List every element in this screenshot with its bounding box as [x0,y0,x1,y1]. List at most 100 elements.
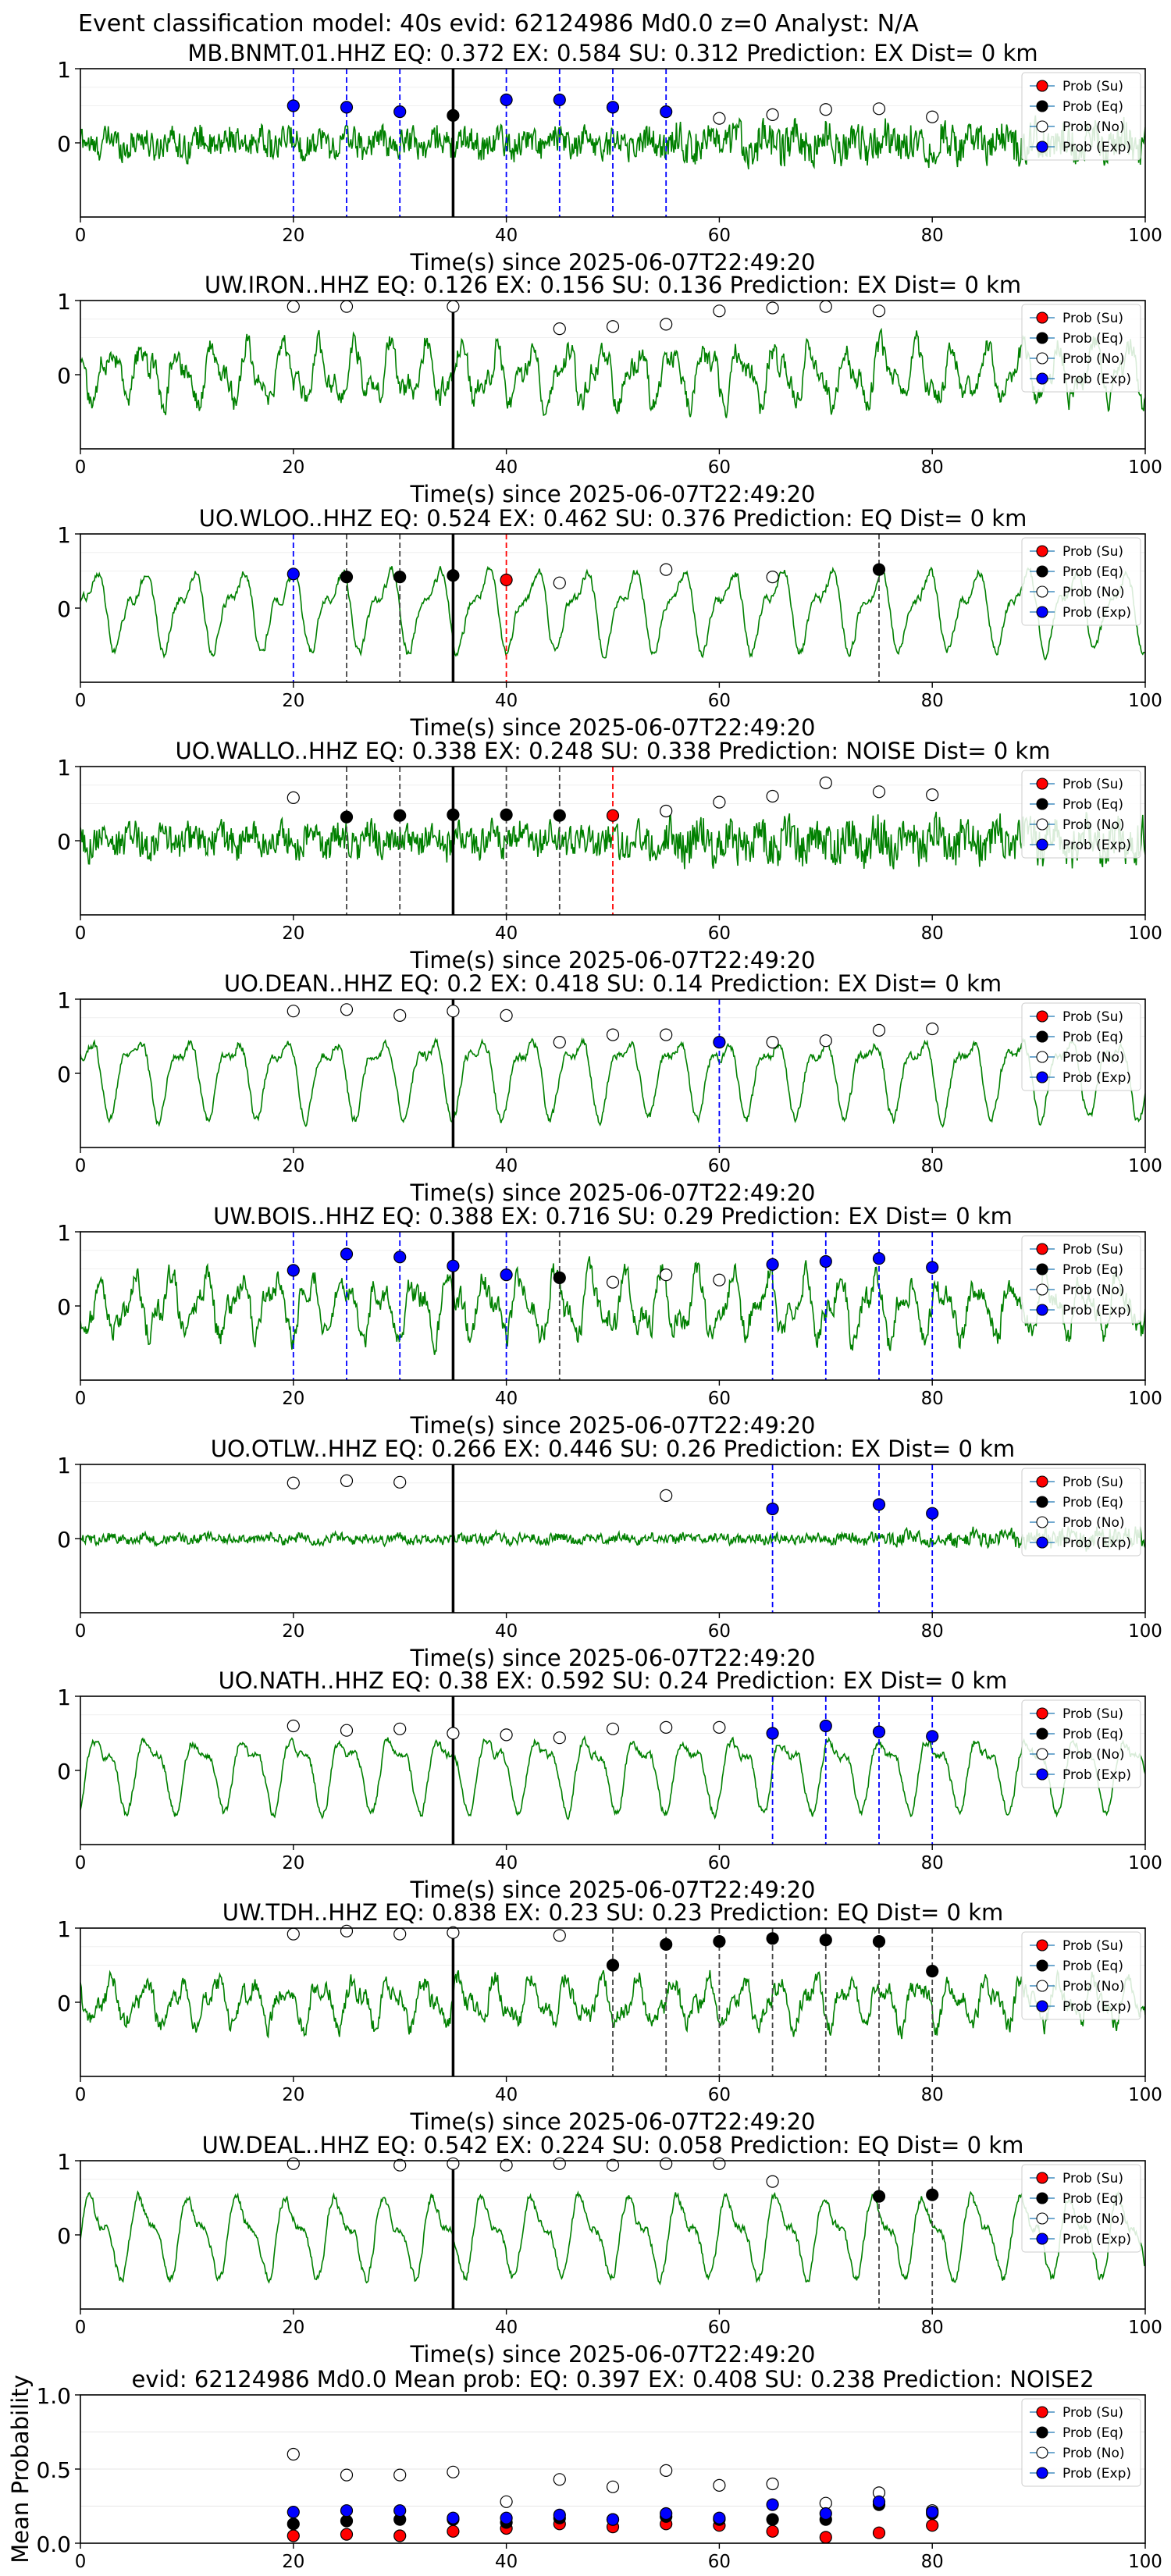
x-tick-label: 60 [708,2552,731,2572]
x-tick-label: 0 [75,2085,87,2105]
prob-point [606,101,620,114]
prob-point [340,1474,354,1488]
legend-label: Prob (Eq) [1062,1495,1123,1510]
prob-point [393,2504,407,2517]
prob-point [606,1276,620,1289]
legend-marker [1036,1263,1048,1276]
prob-point [766,1258,779,1271]
prob-point [553,322,566,336]
x-tick-label: 100 [1128,923,1162,944]
legend-marker [1036,1283,1048,1296]
legend-label: Prob (Exp) [1062,1535,1131,1551]
legend-label: Prob (Exp) [1062,2232,1131,2247]
x-tick-label: 20 [282,1156,304,1176]
prob-point [606,2158,620,2172]
legend-box [1021,2164,1141,2253]
prob-point [872,1935,886,1948]
legend-label: Prob (No) [1062,585,1125,600]
legend-label: Prob (No) [1062,1050,1125,1066]
prob-point [926,2519,939,2532]
prob-point [926,788,939,802]
x-tick-label: 100 [1128,226,1162,246]
y-axis-label: Mean Probability [7,2375,34,2564]
x-tick-label: 20 [282,691,304,711]
prob-point [447,300,460,313]
legend-box [1021,537,1141,626]
legend-marker [1036,1536,1048,1549]
x-tick-label: 0 [75,226,87,246]
legend-marker [1036,1304,1048,1316]
legend-marker [1036,1727,1048,1740]
prob-point [393,2468,407,2482]
x-tick-label: 60 [708,923,731,944]
legend-label: Prob (Exp) [1062,838,1131,853]
legend-label: Prob (Exp) [1062,1070,1131,1086]
prob-point [553,93,566,107]
prob-point [287,2517,300,2531]
prob-point [340,810,354,824]
panel-title: evid: 62124986 Md0.0 Mean prob: EQ: 0.39… [131,2366,1094,2393]
x-tick-label: 40 [495,1389,518,1409]
legend-label: Prob (Exp) [1062,1767,1131,1783]
y-tick-label: 1 [57,1685,71,1710]
x-axis-label: Time(s) since 2025-06-07T22:49:20 [410,2341,816,2368]
prob-point [287,2447,300,2461]
legend-label: Prob (Su) [1062,1009,1123,1025]
prob-point [766,2477,779,2491]
prob-point [447,2465,460,2478]
x-tick-label: 0 [75,1621,87,1642]
x-tick-label: 20 [282,2085,304,2105]
y-tick-label: 0 [57,131,71,157]
prob-point [500,93,513,107]
x-tick-label: 0 [75,457,87,478]
prob-point [393,2158,407,2172]
legend-marker [1036,311,1048,324]
x-tick-label: 20 [282,1853,304,1873]
prob-point [340,2528,354,2541]
x-tick-label: 100 [1128,2552,1162,2572]
x-tick-label: 0 [75,1389,87,1409]
legend-label: Prob (No) [1062,817,1125,833]
prob-point [819,2507,832,2521]
legend-label: Prob (No) [1062,351,1125,367]
legend-marker [1036,585,1048,598]
legend-marker [1036,1496,1048,1508]
prob-point [553,1035,566,1049]
prob-point [447,808,460,821]
panel-5: UO.DEAN..HHZ EQ: 0.2 EX: 0.418 SU: 0.14 … [57,970,1162,1206]
legend-marker [1036,80,1048,92]
prob-point [819,1934,832,1947]
prob-point [447,569,460,582]
prob-point [340,570,354,584]
legend: Prob (Su) Prob (Eq) Prob (No) Prob (Exp) [1021,1235,1141,1324]
legend-label: Prob (Exp) [1062,1999,1131,2015]
legend: Prob (Su) Prob (Eq) Prob (No) Prob (Exp) [1021,1931,1141,2020]
prob-point [287,1264,300,1277]
legend-label: Prob (Eq) [1062,1030,1123,1045]
legend: Prob (Su) Prob (Eq) Prob (No) Prob (Exp) [1021,1002,1141,1091]
legend-label: Prob (Eq) [1062,99,1123,115]
y-tick-label: 0 [57,1294,71,1320]
prob-point [500,573,513,587]
x-tick-label: 20 [282,2552,304,2572]
waveform-trace [80,1037,1145,1128]
y-tick-label: 0 [57,1527,71,1553]
prob-point [340,1247,354,1261]
x-tick-label: 0 [75,1156,87,1176]
prob-point [713,304,726,318]
legend-label: Prob (Su) [1062,2405,1123,2421]
y-tick-label: 1 [57,755,71,781]
legend-marker [1036,1707,1048,1720]
x-tick-label: 60 [708,2318,731,2338]
prob-point [872,102,886,116]
x-tick-label: 100 [1128,2318,1162,2338]
legend-label: Prob (Eq) [1062,331,1123,347]
prob-point [766,2175,779,2188]
prob-point [926,110,939,123]
prob-point [500,2495,513,2508]
axes-frame [80,1231,1146,1381]
prob-point [819,1719,832,1733]
x-axis-label: Time(s) since 2025-06-07T22:49:20 [410,1877,816,1903]
x-tick-label: 100 [1128,1389,1162,1409]
legend: Prob (Su) Prob (Eq) Prob (No) Prob (Exp) [1021,72,1141,161]
